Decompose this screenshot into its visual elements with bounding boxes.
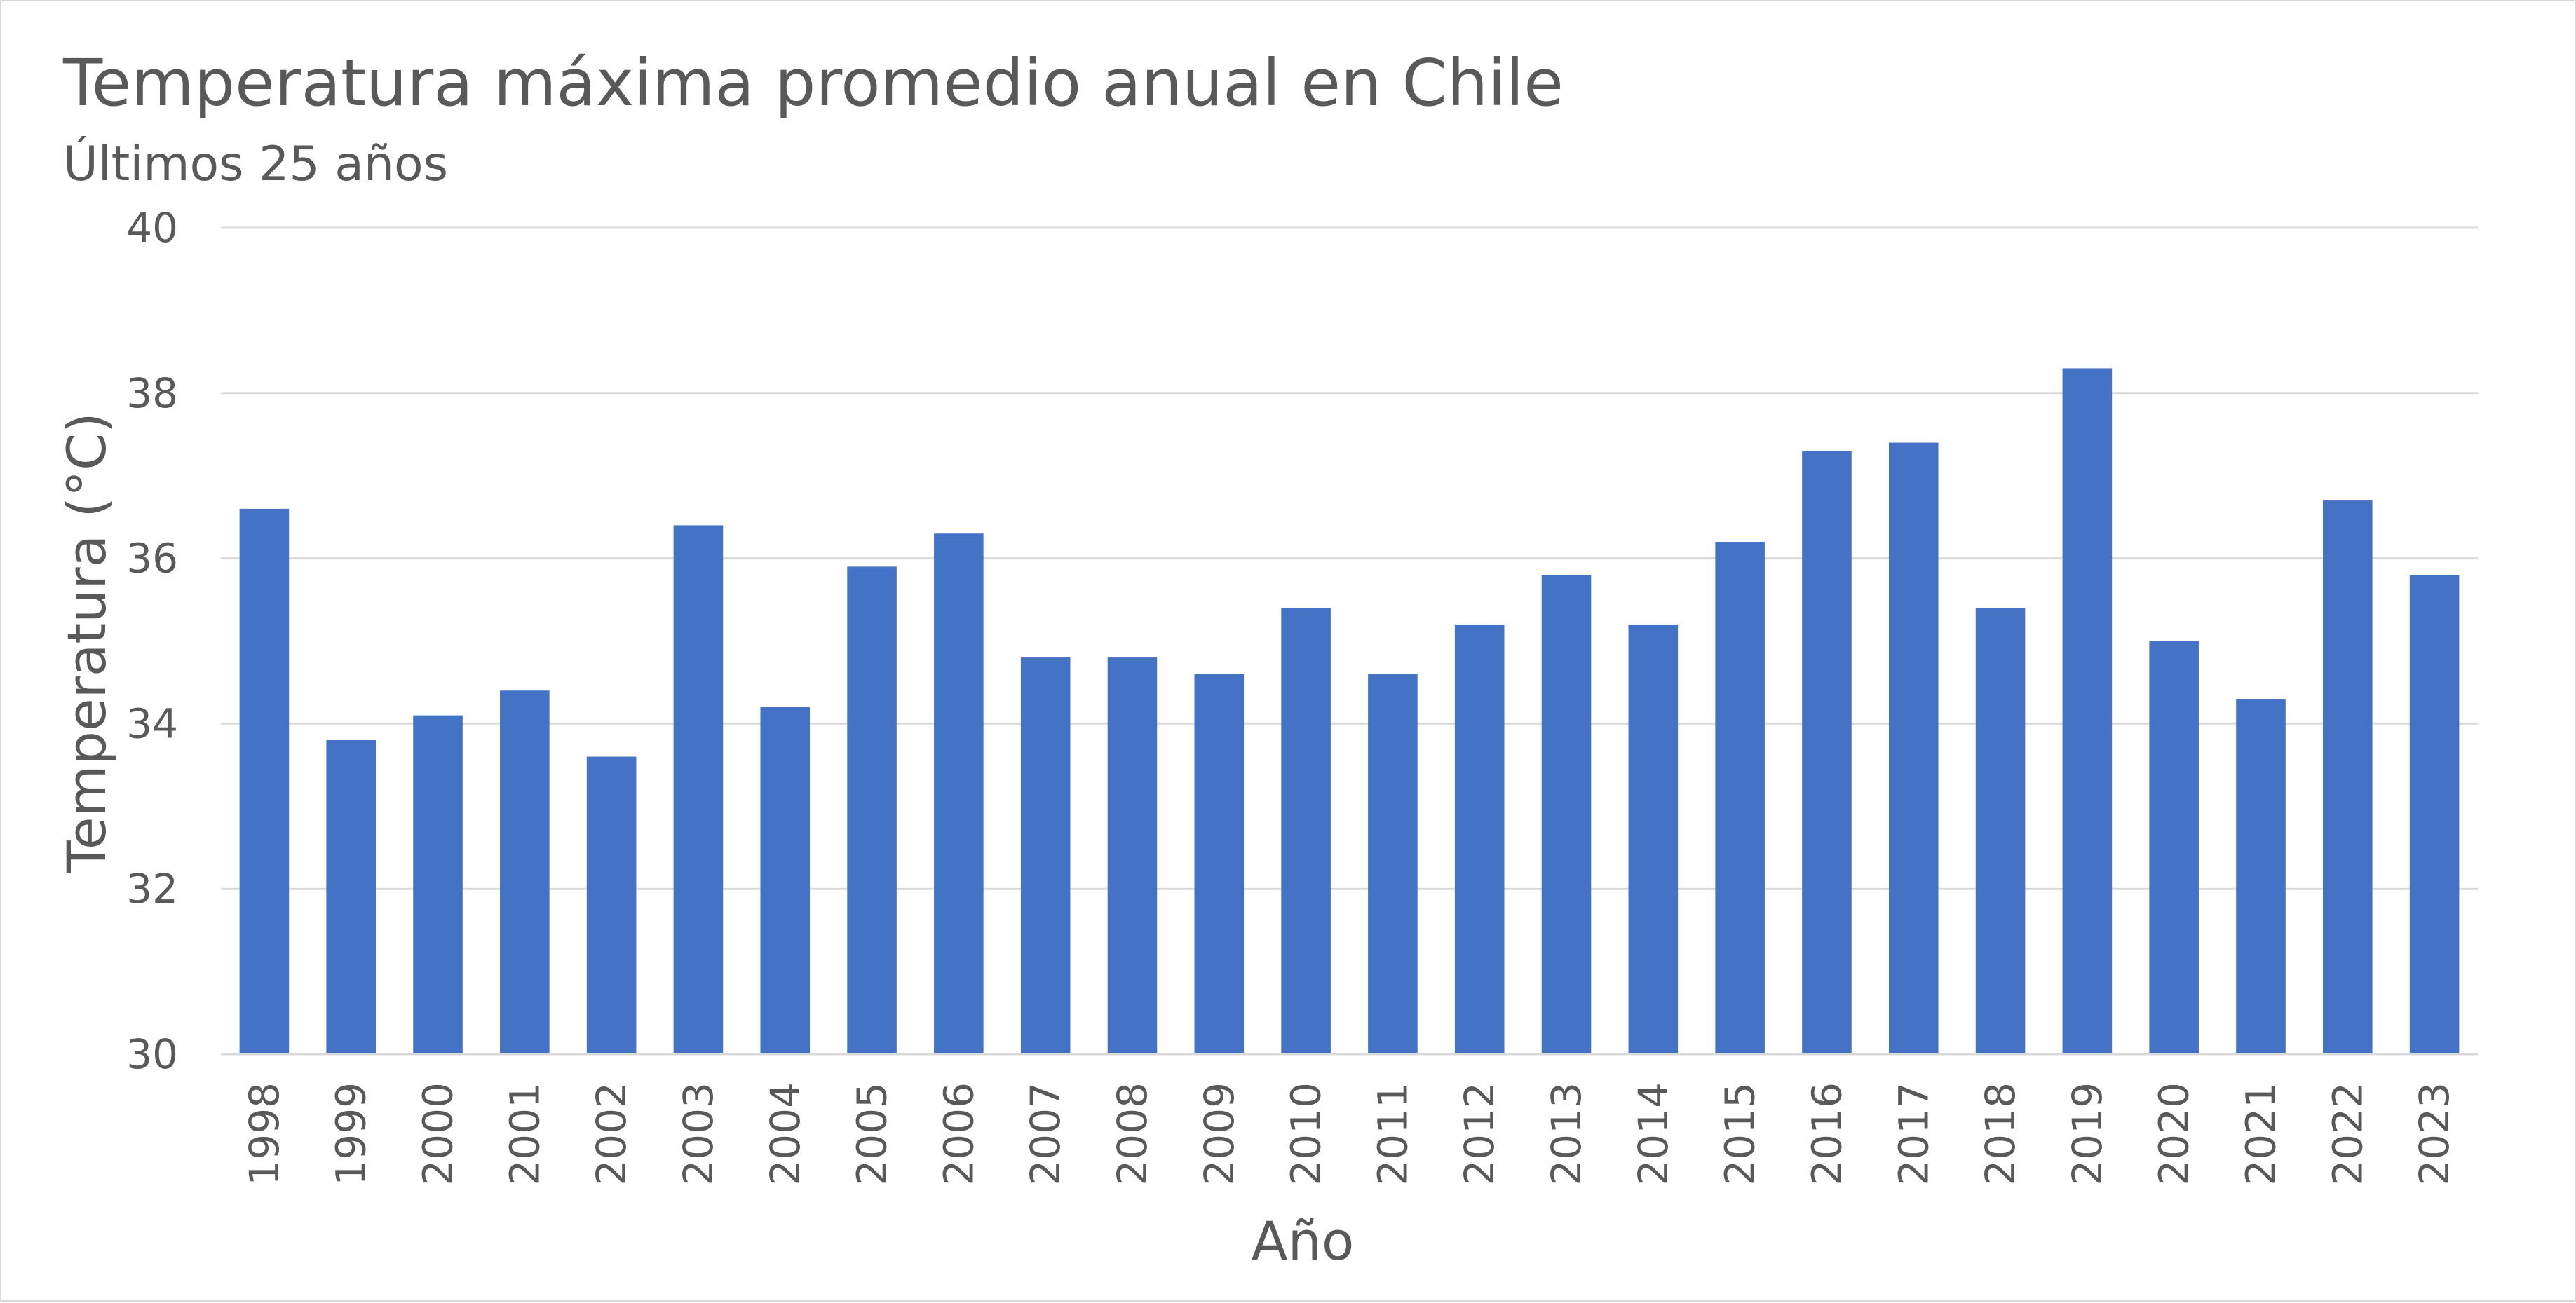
y-tick-label: 34 — [126, 700, 178, 747]
x-tick-label: 1998 — [240, 1082, 288, 1186]
x-tick-label: 2023 — [2411, 1082, 2458, 1186]
bar-2003 — [673, 525, 724, 1054]
x-tick-label: 2004 — [761, 1082, 809, 1186]
bar-2013 — [1541, 575, 1592, 1054]
y-tick-label: 40 — [126, 204, 178, 252]
y-tick-label: 32 — [126, 865, 178, 913]
x-tick-label: 2018 — [1977, 1082, 2024, 1186]
x-tick-label: 2014 — [1629, 1082, 1677, 1186]
x-tick-label: 2020 — [2150, 1082, 2198, 1186]
x-tick-label: 2003 — [674, 1082, 722, 1186]
x-tick-label: 2019 — [2063, 1082, 2111, 1186]
y-tick-label: 36 — [126, 535, 178, 582]
x-tick-label: 2000 — [414, 1082, 462, 1186]
bar-2017 — [1888, 442, 1939, 1054]
bar-2011 — [1368, 674, 1418, 1054]
bar-2023 — [2409, 575, 2460, 1054]
x-tick-label: 2017 — [1890, 1082, 1937, 1186]
bars — [239, 368, 2460, 1054]
x-tick-label: 2006 — [935, 1082, 982, 1186]
bar-2010 — [1281, 608, 1331, 1054]
bar-1999 — [326, 739, 376, 1054]
bar-2001 — [500, 690, 550, 1054]
bar-2012 — [1454, 624, 1505, 1054]
x-tick-label: 2009 — [1195, 1082, 1243, 1186]
y-axis-title: Temperatura (°C) — [55, 412, 118, 873]
bar-2019 — [2062, 368, 2113, 1054]
bar-2015 — [1715, 542, 1765, 1054]
y-tick-label: 30 — [126, 1030, 178, 1078]
x-tick-label: 2011 — [1369, 1082, 1416, 1186]
bar-2018 — [1975, 608, 2026, 1054]
x-tick-label: 2016 — [1803, 1082, 1850, 1186]
y-tick-label: 38 — [126, 369, 178, 417]
bar-2004 — [760, 707, 811, 1054]
x-tick-label: 2013 — [1543, 1082, 1590, 1186]
bar-2020 — [2149, 641, 2199, 1054]
x-tick-label: 2015 — [1716, 1082, 1764, 1186]
x-tick-label: 1999 — [327, 1082, 375, 1186]
bar-2016 — [1802, 451, 1852, 1054]
x-tick-label: 2021 — [2237, 1082, 2284, 1186]
bar-2008 — [1107, 657, 1158, 1054]
bar-1998 — [239, 508, 290, 1054]
chart-title: Temperatura máxima promedio anual en Chi… — [62, 46, 1564, 121]
bar-2022 — [2323, 500, 2373, 1054]
gridlines — [221, 226, 2478, 1056]
y-axis-tick-labels: 30 32 34 36 38 40 — [126, 204, 178, 1078]
x-tick-label: 2022 — [2324, 1082, 2371, 1186]
x-tick-label: 2001 — [501, 1082, 548, 1186]
bar-2002 — [586, 756, 637, 1054]
x-tick-label: 2005 — [848, 1082, 896, 1186]
x-tick-label: 2010 — [1282, 1082, 1330, 1186]
chart-subtitle: Últimos 25 años — [63, 136, 448, 192]
bar-2014 — [1628, 624, 1679, 1054]
bar-2000 — [413, 715, 463, 1054]
x-tick-label: 2002 — [588, 1082, 635, 1186]
x-tick-label: 2007 — [1022, 1082, 1069, 1186]
x-tick-label: 2008 — [1109, 1082, 1156, 1186]
bar-2007 — [1020, 657, 1071, 1054]
x-tick-label: 2012 — [1456, 1082, 1503, 1186]
x-axis-tick-labels: 1998 1999 2000 2001 2002 2003 2004 2005 2006 2007… — [240, 1082, 2458, 1186]
x-axis-title: Año — [1252, 1210, 1355, 1272]
bar-2006 — [934, 533, 984, 1054]
bar-2005 — [847, 566, 897, 1054]
bar-2021 — [2236, 699, 2286, 1054]
bar-2009 — [1194, 674, 1245, 1054]
